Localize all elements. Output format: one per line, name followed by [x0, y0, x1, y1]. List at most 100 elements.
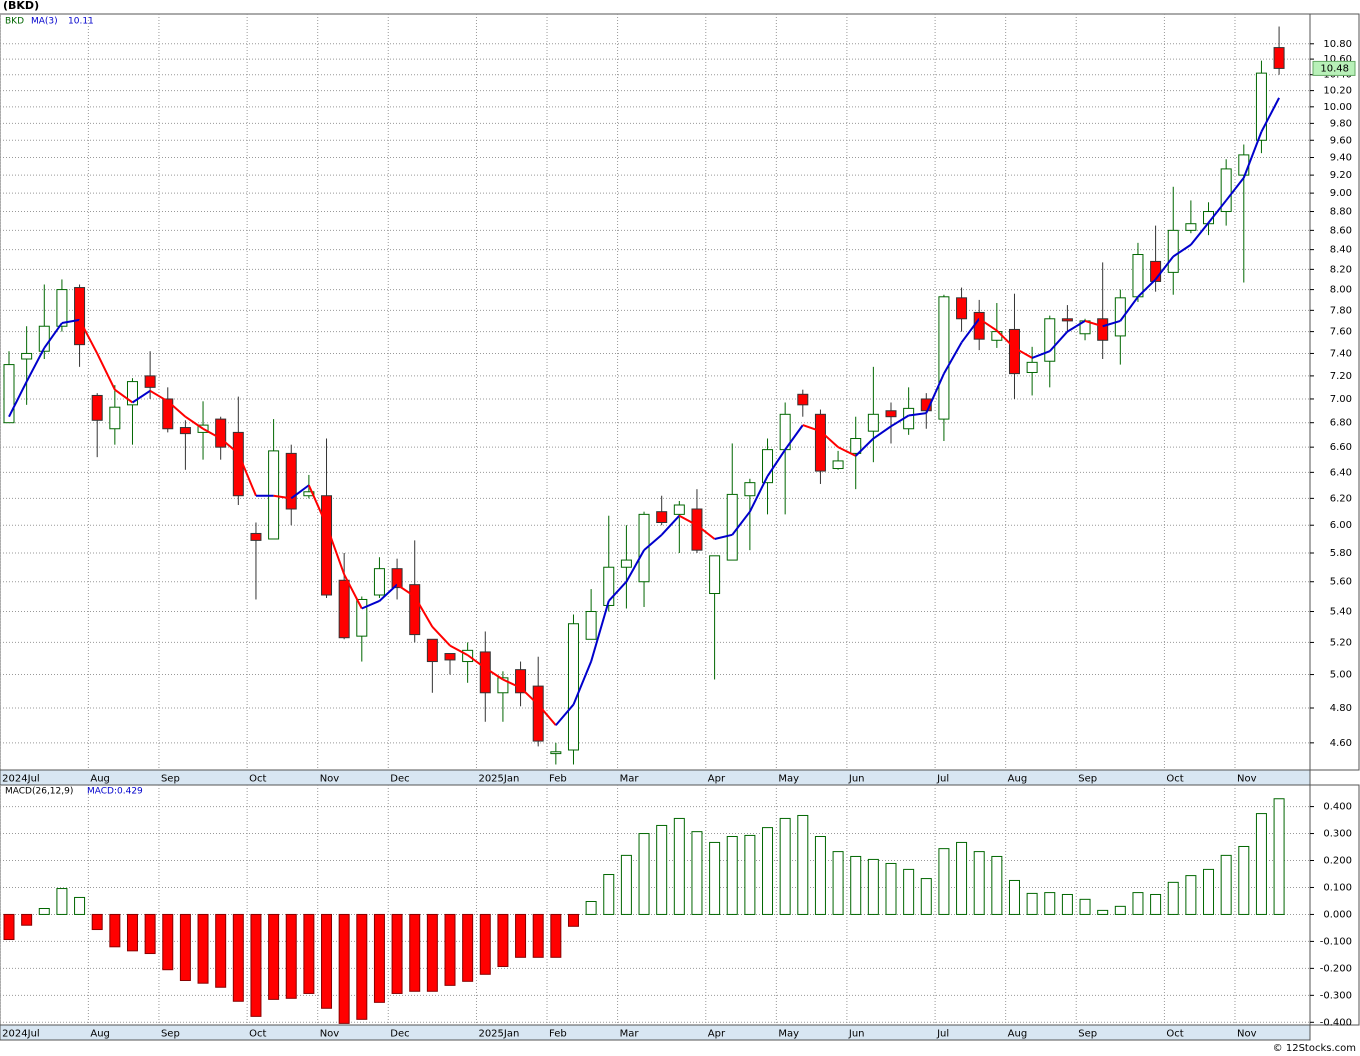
y-axis-area: [1309, 13, 1360, 771]
ma-segment: [167, 400, 187, 418]
macd-bar: [215, 913, 227, 988]
ma-segment: [537, 703, 557, 726]
macd-bar: [814, 836, 826, 915]
ma-segment: [431, 626, 451, 647]
ma-segment: [1242, 131, 1263, 179]
macd-bar: [232, 913, 244, 1002]
macd-bar: [779, 817, 791, 915]
y-tick-label: 8.60: [1330, 225, 1352, 236]
ma-segment: [237, 452, 257, 497]
x-axis-strip: [0, 769, 1311, 786]
macd-bar: [532, 913, 544, 958]
ma-segment: [25, 347, 46, 383]
ma-segment: [696, 524, 716, 540]
x-tick-label: Nov: [1237, 1029, 1257, 1040]
y-tick-label: 0.000: [1323, 909, 1352, 920]
ma-segment: [714, 533, 733, 540]
ma-segment: [643, 534, 663, 551]
macd-bar: [585, 900, 597, 915]
ma-segment: [1225, 177, 1245, 202]
ma-segment: [908, 412, 927, 417]
y-tick-label: 6.20: [1330, 493, 1352, 504]
ma-segment: [625, 549, 645, 583]
macd-bar: [285, 913, 297, 999]
x-tick-label: Oct: [249, 1029, 266, 1040]
x-tick-label: Sep: [161, 774, 180, 785]
macd-bar: [656, 824, 668, 915]
y-tick-label: 0.200: [1323, 856, 1352, 867]
x-tick-label: Oct: [1166, 774, 1183, 785]
x-tick-label: Aug: [90, 1029, 110, 1040]
macd-bar: [1026, 892, 1038, 915]
candle-body: [973, 311, 985, 340]
candle-body: [426, 638, 438, 663]
macd-bar: [1008, 879, 1020, 915]
y-tick-label: 4.60: [1330, 738, 1352, 749]
ma-segment: [114, 388, 134, 404]
macd-bar: [885, 862, 897, 915]
candle-body: [126, 381, 138, 406]
macd-bar: [250, 913, 262, 1017]
candle-body: [444, 653, 456, 661]
candle-body: [1061, 318, 1073, 322]
candle-body: [144, 375, 156, 388]
y-tick-label: 5.40: [1330, 607, 1352, 618]
macd-bar: [797, 814, 809, 915]
x-tick-label: Sep: [1078, 774, 1097, 785]
macd-bar: [638, 833, 650, 915]
candle-body: [1167, 229, 1179, 273]
ma-segment: [61, 318, 80, 325]
macd-bar: [38, 908, 50, 915]
x-tick-label: Aug: [1008, 774, 1028, 785]
ma-segment: [660, 515, 681, 536]
x-tick-label: May: [778, 1029, 799, 1040]
y-tick-label: 7.80: [1330, 305, 1352, 316]
y-tick-label: 0.100: [1323, 882, 1352, 893]
ma-segment: [43, 322, 63, 349]
y-tick-label: 6.40: [1330, 467, 1352, 478]
ma-segment: [943, 341, 963, 375]
y-tick-label: 7.40: [1330, 348, 1352, 359]
ma-value: 10.11: [68, 17, 94, 27]
macd-bar: [1097, 909, 1109, 915]
ma-segment: [572, 661, 593, 705]
y-tick-label: 5.80: [1330, 548, 1352, 559]
macd-bar: [321, 913, 333, 1009]
macd-bar: [691, 831, 703, 915]
candle-body: [215, 418, 227, 448]
candle-body: [74, 287, 86, 346]
x-tick-label: Jun: [848, 774, 865, 785]
x-tick-label: 2024Jul: [2, 774, 40, 785]
y-tick-label: 7.00: [1330, 394, 1352, 405]
ma-segment: [731, 511, 751, 536]
macd-bar: [567, 913, 579, 927]
macd-bar: [1167, 881, 1179, 915]
candle-body: [691, 508, 703, 551]
x-tick-label: Aug: [90, 774, 110, 785]
candle-body: [673, 504, 685, 515]
candle-body: [1255, 72, 1267, 141]
y-tick-label: 5.20: [1330, 637, 1352, 648]
macd-bar: [497, 913, 509, 967]
macd-bar: [1079, 898, 1091, 915]
macd-bar: [409, 913, 421, 992]
ma-segment: [78, 319, 99, 354]
macd-bar: [391, 913, 403, 994]
ma-segment: [8, 381, 28, 418]
y-tick-label: 4.80: [1330, 703, 1352, 714]
y-tick-label: 10.00: [1323, 102, 1352, 113]
y-tick-label: 10.80: [1323, 39, 1352, 50]
footer: © 12Stocks.com: [1273, 1043, 1356, 1054]
macd-bar: [938, 848, 950, 915]
y-tick-label: 10.20: [1323, 86, 1352, 97]
macd-bar: [303, 913, 315, 994]
candle-body: [603, 566, 615, 606]
ma-segment: [467, 654, 486, 669]
y-tick-label: 10.60: [1323, 54, 1352, 65]
y-tick-label: -0.200: [1320, 963, 1352, 974]
candle-body: [1132, 254, 1144, 298]
macd-bar: [603, 874, 615, 915]
x-tick-label: Apr: [708, 774, 726, 785]
y-tick-label: -0.400: [1320, 1017, 1352, 1028]
x-tick-label: Dec: [390, 1029, 409, 1040]
